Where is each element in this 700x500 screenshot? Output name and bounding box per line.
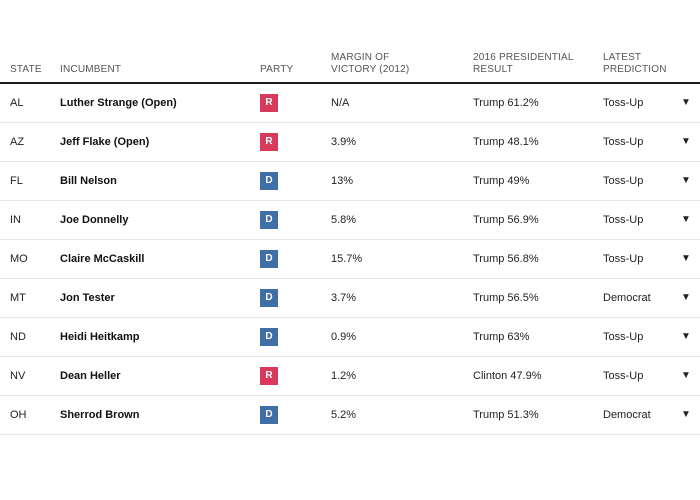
triangle-down-icon[interactable]: ▼ [681, 136, 691, 147]
presidential-result-cell: Trump 56.9% [473, 214, 539, 226]
incumbent-cell: Jeff Flake (Open) [60, 136, 150, 148]
column-header-incumbent: INCUMBENT [60, 64, 122, 75]
party-cell: R [260, 84, 278, 122]
margin-cell: 0.9% [331, 331, 357, 343]
table-row[interactable]: IN Joe Donnelly D 5.8% Trump 56.9% Toss-Up ▼ [0, 201, 700, 240]
party-cell: D [260, 396, 278, 434]
party-cell: D [260, 279, 278, 317]
table-row[interactable]: AZ Jeff Flake (Open) R 3.9% Trump 48.1% Toss-… [0, 123, 700, 162]
party-cell: D [260, 201, 278, 239]
party-cell: D [260, 240, 278, 278]
triangle-down-icon[interactable]: ▼ [681, 370, 691, 381]
column-header-party: PARTY [260, 64, 294, 75]
prediction-cell: Toss-Up [603, 136, 644, 148]
state-cell: IN [10, 214, 21, 226]
presidential-result-cell: Trump 56.5% [473, 292, 539, 304]
table-row[interactable]: MO Claire McCaskill D 15.7% Trump 56.8% Toss-… [0, 240, 700, 279]
margin-cell: 5.2% [331, 409, 357, 421]
party-cell: D [260, 318, 278, 356]
table-row[interactable]: OH Sherrod Brown D 5.2% Trump 51.3% Democrat ▼ [0, 396, 700, 435]
table-row[interactable]: MT Jon Tester D 3.7% Trump 56.5% Democrat ▼ [0, 279, 700, 318]
table-row[interactable]: FL Bill Nelson D 13% Trump 49% Toss-Up ▼ [0, 162, 700, 201]
party-cell: D [260, 162, 278, 200]
incumbent-cell: Bill Nelson [60, 175, 117, 187]
column-header-presidential-result: 2016 PRESIDENTIAL RESULT [473, 52, 574, 75]
margin-cell: 3.7% [331, 292, 357, 304]
prediction-cell: Democrat [603, 409, 651, 421]
table-body: AL Luther Strange (Open) R N/A Trump 61.2% To… [0, 84, 700, 435]
prediction-cell: Toss-Up [603, 331, 644, 343]
incumbent-cell: Luther Strange (Open) [60, 97, 177, 109]
party-cell: R [260, 123, 278, 161]
presidential-result-cell: Trump 56.8% [473, 253, 539, 265]
margin-cell: 13% [331, 175, 354, 187]
table-row[interactable]: NV Dean Heller R 1.2% Clinton 47.9% Toss-Up ▼ [0, 357, 700, 396]
party-badge: D [260, 250, 278, 268]
party-badge: D [260, 406, 278, 424]
margin-cell: 1.2% [331, 370, 357, 382]
prediction-cell: Toss-Up [603, 97, 644, 109]
triangle-down-icon[interactable]: ▼ [681, 331, 691, 342]
table-row[interactable]: AL Luther Strange (Open) R N/A Trump 61.2% To… [0, 84, 700, 123]
margin-cell: 3.9% [331, 136, 357, 148]
triangle-down-icon[interactable]: ▼ [681, 214, 691, 225]
margin-cell: 5.8% [331, 214, 357, 226]
triangle-down-icon[interactable]: ▼ [681, 175, 691, 186]
margin-cell: N/A [331, 97, 350, 109]
prediction-cell: Toss-Up [603, 175, 644, 187]
column-header-state: STATE [10, 64, 42, 75]
triangle-down-icon[interactable]: ▼ [681, 97, 691, 108]
incumbent-cell: Dean Heller [60, 370, 121, 382]
presidential-result-cell: Trump 51.3% [473, 409, 539, 421]
incumbent-cell: Joe Donnelly [60, 214, 129, 226]
party-badge: R [260, 94, 278, 112]
state-cell: MO [10, 253, 28, 265]
party-badge: R [260, 367, 278, 385]
column-header-latest-prediction: LATEST PREDICTION [603, 52, 667, 75]
state-cell: NV [10, 370, 26, 382]
triangle-down-icon[interactable]: ▼ [681, 409, 691, 420]
incumbent-cell: Sherrod Brown [60, 409, 140, 421]
incumbent-cell: Heidi Heitkamp [60, 331, 140, 343]
senate-races-table: STATE INCUMBENT PARTY MARGIN OF VICTORY … [0, 52, 700, 435]
incumbent-cell: Jon Tester [60, 292, 115, 304]
prediction-cell: Toss-Up [603, 214, 644, 226]
incumbent-cell: Claire McCaskill [60, 253, 145, 265]
state-cell: MT [10, 292, 26, 304]
column-header-margin: MARGIN OF VICTORY (2012) [331, 52, 410, 75]
margin-cell: 15.7% [331, 253, 363, 265]
triangle-down-icon[interactable]: ▼ [681, 292, 691, 303]
party-badge: D [260, 172, 278, 190]
presidential-result-cell: Trump 61.2% [473, 97, 539, 109]
state-cell: AZ [10, 136, 25, 148]
presidential-result-cell: Clinton 47.9% [473, 370, 542, 382]
table-header: STATE INCUMBENT PARTY MARGIN OF VICTORY … [0, 52, 700, 84]
state-cell: FL [10, 175, 23, 187]
party-badge: D [260, 211, 278, 229]
state-cell: AL [10, 97, 24, 109]
party-badge: R [260, 133, 278, 151]
state-cell: ND [10, 331, 26, 343]
presidential-result-cell: Trump 63% [473, 331, 530, 343]
triangle-down-icon[interactable]: ▼ [681, 253, 691, 264]
presidential-result-cell: Trump 48.1% [473, 136, 539, 148]
prediction-cell: Democrat [603, 292, 651, 304]
party-badge: D [260, 328, 278, 346]
party-cell: R [260, 357, 278, 395]
presidential-result-cell: Trump 49% [473, 175, 530, 187]
prediction-cell: Toss-Up [603, 253, 644, 265]
party-badge: D [260, 289, 278, 307]
table-row[interactable]: ND Heidi Heitkamp D 0.9% Trump 63% Toss-Up ▼ [0, 318, 700, 357]
state-cell: OH [10, 409, 27, 421]
prediction-cell: Toss-Up [603, 370, 644, 382]
